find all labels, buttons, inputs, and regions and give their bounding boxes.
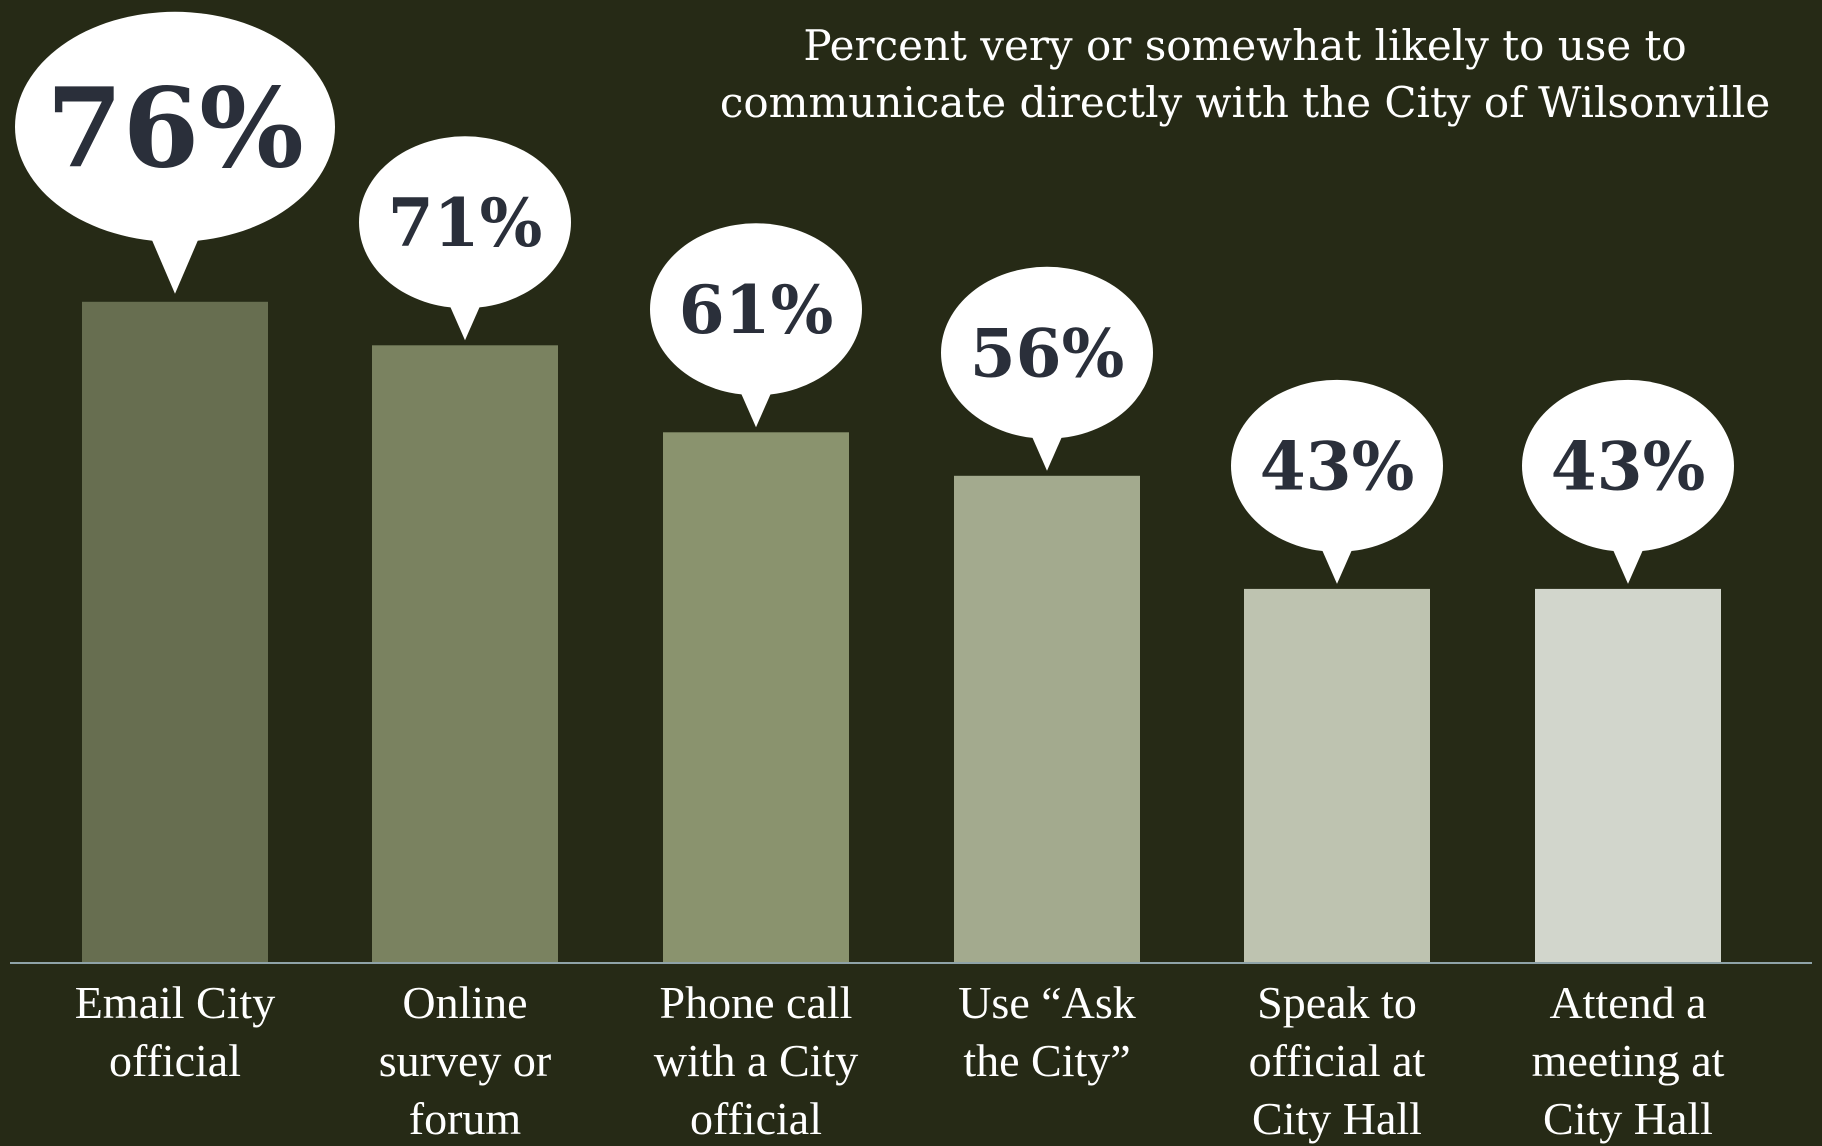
- data-label-bubble-1: 76%: [15, 11, 335, 294]
- bubble-shape-3: [650, 223, 862, 396]
- bubble-shape-6: [1522, 379, 1734, 552]
- category-label-2: Online survey or forum: [379, 977, 551, 1144]
- category-label-6-line-3: City Hall: [1543, 1093, 1713, 1144]
- category-label-5-line-3: City Hall: [1252, 1093, 1422, 1144]
- bar-6: [1535, 588, 1721, 963]
- bar-5: [1244, 588, 1430, 963]
- category-label-3: Phone call with a City official: [654, 977, 858, 1144]
- data-label-bubble-4: 56%: [941, 266, 1153, 471]
- category-label-3-line-3: official: [690, 1093, 822, 1144]
- bar-2: [372, 345, 558, 963]
- category-label-2-line-2: survey or: [379, 1035, 551, 1086]
- data-label-1: 76%: [46, 63, 304, 192]
- category-label-1: Email City official: [75, 977, 276, 1086]
- category-label-3-line-2: with a City: [654, 1035, 858, 1086]
- bar-4: [954, 475, 1140, 963]
- chart-title-line-2: communicate directly with the City of Wi…: [720, 78, 1770, 127]
- chart-title-line-1: Percent very or somewhat likely to use t…: [803, 21, 1686, 70]
- bar-3: [663, 432, 849, 963]
- category-label-4-line-2: the City”: [963, 1035, 1130, 1086]
- data-label-4: 56%: [970, 315, 1125, 393]
- category-labels-layer: Email City official Online survey or forum Ph…: [75, 977, 1725, 1144]
- category-label-5-line-2: official at: [1249, 1035, 1426, 1086]
- bubble-shape-4: [941, 266, 1153, 439]
- bars-layer: [82, 301, 1721, 963]
- category-label-2-line-3: forum: [409, 1093, 522, 1144]
- bubble-tail-1: [145, 223, 205, 294]
- category-label-2-line-1: Online: [402, 977, 527, 1028]
- data-label-bubble-5: 43%: [1231, 379, 1443, 584]
- category-label-3-line-1: Phone call: [660, 977, 853, 1028]
- data-label-bubble-6: 43%: [1522, 379, 1734, 584]
- bubble-shape-2: [359, 136, 571, 309]
- data-label-bubble-3: 61%: [650, 223, 862, 428]
- category-label-1-line-2: official: [109, 1035, 241, 1086]
- data-labels-layer: 76% 71% 61% 56% 43% 43%: [15, 11, 1734, 584]
- data-label-2: 71%: [388, 184, 543, 262]
- category-label-5-line-1: Speak to: [1257, 977, 1417, 1028]
- category-label-6: Attend a meeting at City Hall: [1532, 977, 1725, 1144]
- bar-1: [82, 301, 268, 963]
- category-label-6-line-1: Attend a: [1549, 977, 1706, 1028]
- category-label-5: Speak to official at City Hall: [1249, 977, 1426, 1144]
- bubble-shape-5: [1231, 379, 1443, 552]
- data-label-bubble-2: 71%: [359, 136, 571, 341]
- category-label-1-line-1: Email City: [75, 977, 276, 1028]
- data-label-5: 43%: [1260, 428, 1415, 506]
- category-label-6-line-2: meeting at: [1532, 1035, 1725, 1086]
- data-label-3: 61%: [679, 271, 834, 349]
- bubble-shape-1: [15, 11, 335, 242]
- category-label-4: Use “Ask the City”: [958, 977, 1136, 1086]
- category-label-4-line-1: Use “Ask: [958, 977, 1136, 1028]
- data-label-6: 43%: [1551, 428, 1706, 506]
